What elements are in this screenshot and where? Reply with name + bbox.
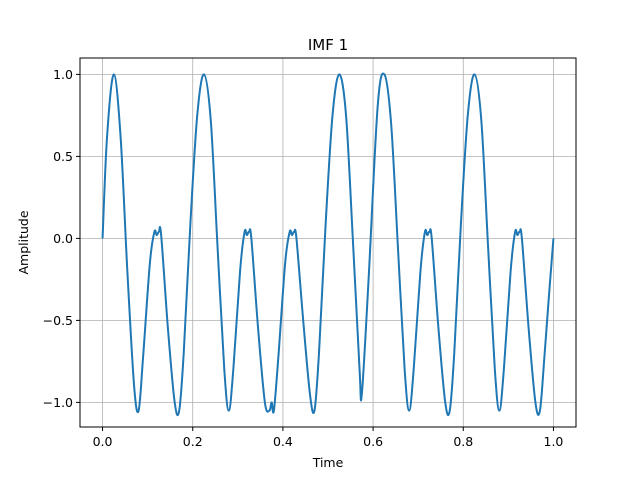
x-tick-label: 0.2: [183, 434, 203, 449]
y-tick-label: 1.0: [53, 67, 73, 82]
chart-title: IMF 1: [308, 36, 348, 54]
y-axis-label: Amplitude: [16, 210, 31, 274]
x-tick-label: 0.0: [93, 434, 113, 449]
x-tick-label: 1.0: [544, 434, 564, 449]
x-tick-label: 0.8: [453, 434, 473, 449]
y-tick-label: −1.0: [43, 395, 73, 410]
y-tick-label: 0.0: [53, 231, 73, 246]
axis-ticks: 0.0 0.2 0.4 0.6 0.8 1.0 −1.0 −0.5 0.0 0.5 1.0: [43, 67, 564, 449]
plot-area: [101, 72, 555, 417]
y-tick-label: 0.5: [53, 149, 73, 164]
y-tick-label: −0.5: [43, 313, 73, 328]
plot-frame: [79, 57, 577, 428]
imf-series-line: [101, 72, 555, 417]
x-tick-label: 0.6: [363, 434, 383, 449]
x-axis-label: Time: [312, 455, 344, 470]
x-tick-label: 0.4: [273, 434, 293, 449]
